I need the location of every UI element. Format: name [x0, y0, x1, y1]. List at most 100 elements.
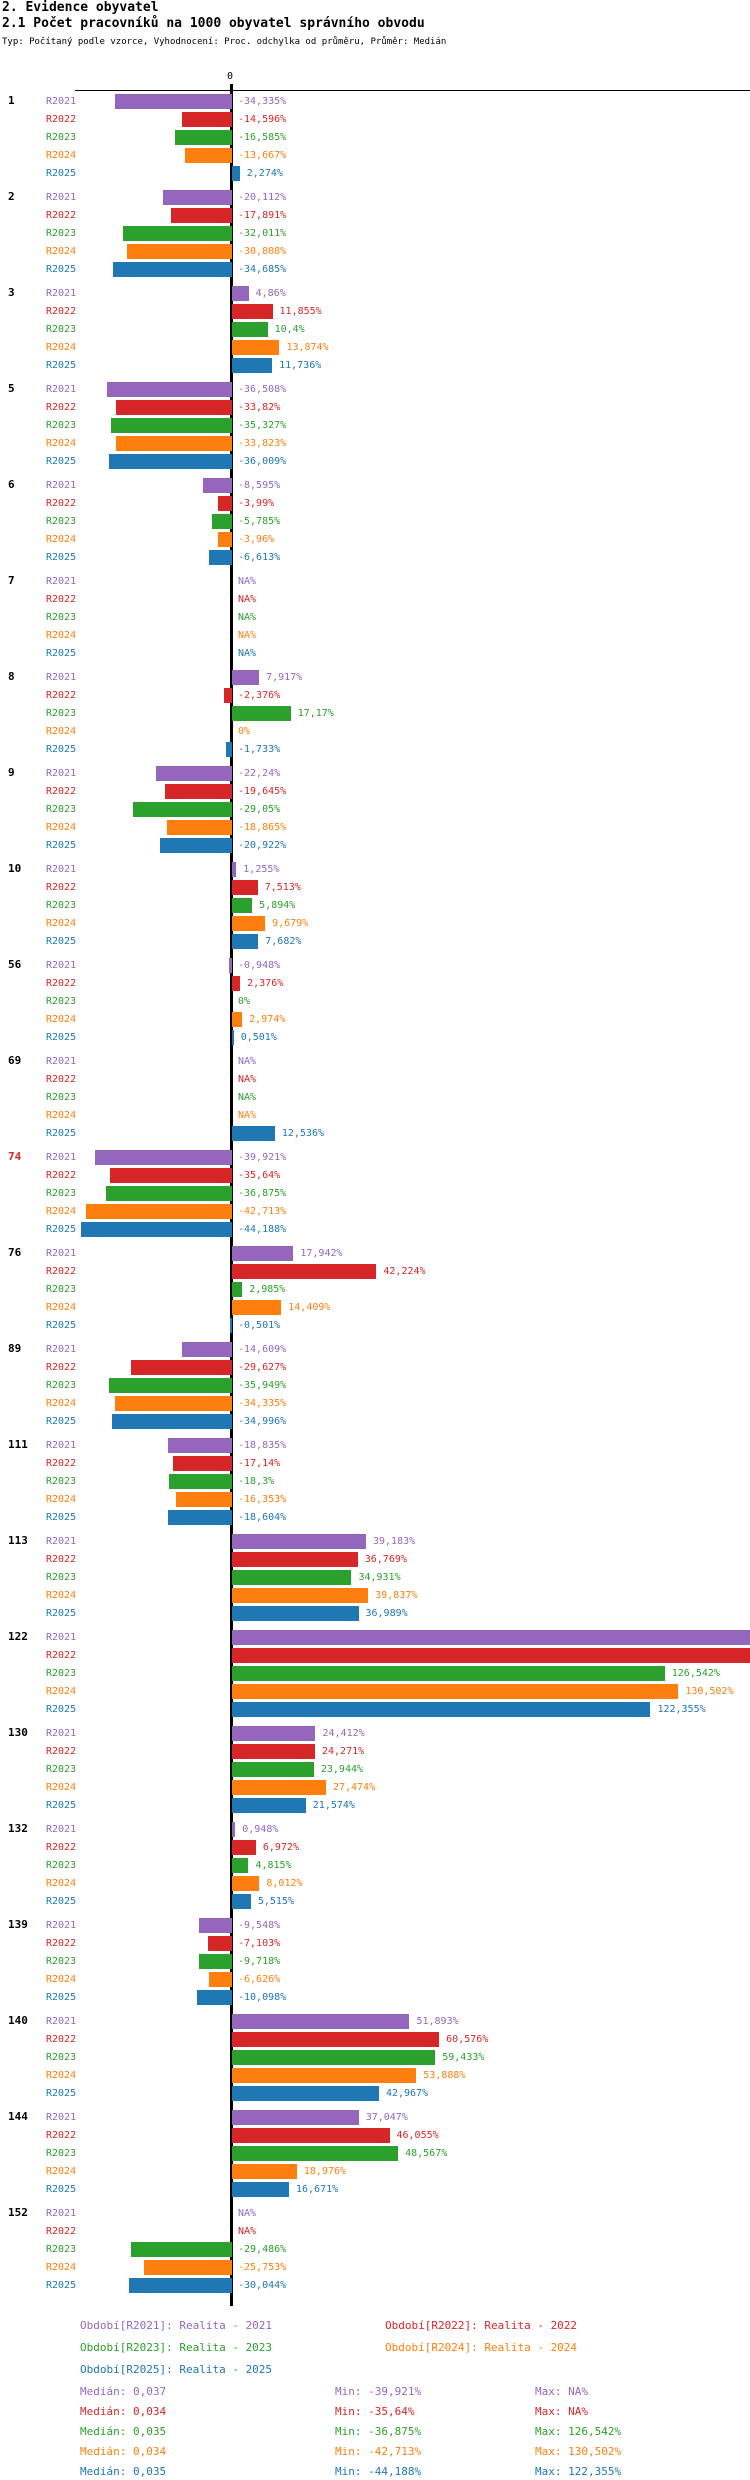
series-label: R2024 — [46, 630, 77, 641]
bar — [232, 340, 280, 355]
group-label: 6 — [8, 478, 15, 491]
series-label: R2024 — [46, 726, 77, 737]
x-axis-line — [75, 90, 750, 91]
value-label: -30,808% — [238, 246, 287, 257]
bar — [232, 1840, 256, 1855]
bar — [232, 1726, 316, 1741]
bar — [232, 166, 240, 181]
series-label: R2024 — [46, 2262, 77, 2273]
bar — [232, 1780, 326, 1795]
series-label: R2025 — [46, 1512, 77, 1523]
series-label: R2025 — [46, 840, 77, 851]
bar — [143, 2260, 232, 2275]
value-label: 51,893% — [416, 2016, 459, 2027]
series-label: R2025 — [46, 1704, 77, 1715]
value-label: 18,976% — [303, 2166, 347, 2177]
bar — [232, 1798, 306, 1813]
group-label: 130 — [8, 1726, 28, 1739]
series-label: R2025 — [46, 1416, 77, 1427]
series-label: R2022 — [46, 1362, 77, 1373]
value-label: -42,713% — [238, 1206, 287, 1217]
group-label: 1 — [8, 94, 15, 107]
value-label: -39,921% — [238, 1152, 287, 1163]
value-label: -19,645% — [238, 786, 287, 797]
series-label: R2024 — [46, 1878, 77, 1889]
value-label: 4,815% — [255, 1860, 292, 1871]
series-label: R2023 — [46, 1668, 77, 1679]
value-label: -17,14% — [238, 1458, 281, 1469]
series-label: R2021 — [46, 1728, 77, 1739]
value-label: -1,733% — [238, 744, 281, 755]
series-label: R2025 — [46, 1896, 77, 1907]
value-label: -29,627% — [238, 1362, 287, 1373]
series-label: R2021 — [46, 480, 77, 491]
series-label: R2024 — [46, 1974, 77, 1985]
bar — [232, 1246, 294, 1261]
series-label: R2024 — [46, 1398, 77, 1409]
value-label: -9,548% — [238, 1920, 281, 1931]
value-label: 17,17% — [297, 708, 334, 719]
bar — [232, 1606, 359, 1621]
series-label: R2025 — [46, 1800, 77, 1811]
bar — [232, 2032, 440, 2047]
bar — [209, 550, 232, 565]
series-label: R2023 — [46, 516, 77, 527]
group-label: 9 — [8, 766, 15, 779]
bar — [232, 976, 241, 991]
bar — [112, 1414, 232, 1429]
series-label: R2021 — [46, 1152, 77, 1163]
value-label: 48,567% — [405, 2148, 448, 2159]
bar — [232, 1666, 665, 1681]
series-label: R2025 — [46, 2088, 77, 2099]
stat-median: Medián: 0,034 — [80, 2445, 167, 2458]
value-label: 11,736% — [279, 360, 322, 371]
series-label: R2021 — [46, 2112, 77, 2123]
series-label: R2024 — [46, 438, 77, 449]
series-label: R2025 — [46, 1992, 77, 2003]
series-label: R2024 — [46, 1206, 77, 1217]
value-label: -16,353% — [238, 1494, 287, 1505]
value-label: 10,4% — [274, 324, 305, 335]
value-label: NA% — [238, 2226, 257, 2237]
value-label: -14,596% — [238, 114, 287, 125]
group-label: 7 — [8, 574, 15, 587]
bar — [182, 112, 232, 127]
stat-median: Medián: 0,037 — [80, 2385, 167, 2398]
value-label: 60,576% — [446, 2034, 489, 2045]
bar — [232, 2182, 289, 2197]
value-label: 0,948% — [242, 1824, 279, 1835]
value-label: -3,96% — [238, 534, 275, 545]
group-label: 122 — [8, 1630, 28, 1643]
series-label: R2022 — [46, 306, 77, 317]
group-label: 5 — [8, 382, 15, 395]
bar — [232, 670, 260, 685]
bar — [85, 1204, 232, 1219]
bar — [116, 436, 232, 451]
series-label: R2023 — [46, 2148, 77, 2159]
bar — [95, 1150, 232, 1165]
bar — [168, 1510, 232, 1525]
value-label: 24,412% — [322, 1728, 365, 1739]
bar — [228, 958, 232, 973]
series-label: R2023 — [46, 900, 77, 911]
group-label: 10 — [8, 862, 22, 875]
stat-max: Max: NA% — [535, 2405, 588, 2418]
bar — [232, 934, 259, 949]
value-label: -29,486% — [238, 2244, 287, 2255]
value-label: 2,974% — [249, 1014, 286, 1025]
value-label: -2,376% — [238, 690, 281, 701]
series-label: R2022 — [46, 1170, 77, 1181]
series-label: R2024 — [46, 822, 77, 833]
bar — [232, 1534, 366, 1549]
series-label: R2022 — [46, 690, 77, 701]
value-label: -33,82% — [238, 402, 281, 413]
group-label: 113 — [8, 1534, 28, 1547]
value-label: -18,865% — [238, 822, 287, 833]
group-label: 111 — [8, 1438, 28, 1451]
bar — [185, 148, 232, 163]
value-label: NA% — [238, 648, 257, 659]
bar — [167, 1438, 232, 1453]
group-label: 76 — [8, 1246, 22, 1259]
bar — [232, 1648, 750, 1663]
series-label: R2022 — [46, 114, 77, 125]
